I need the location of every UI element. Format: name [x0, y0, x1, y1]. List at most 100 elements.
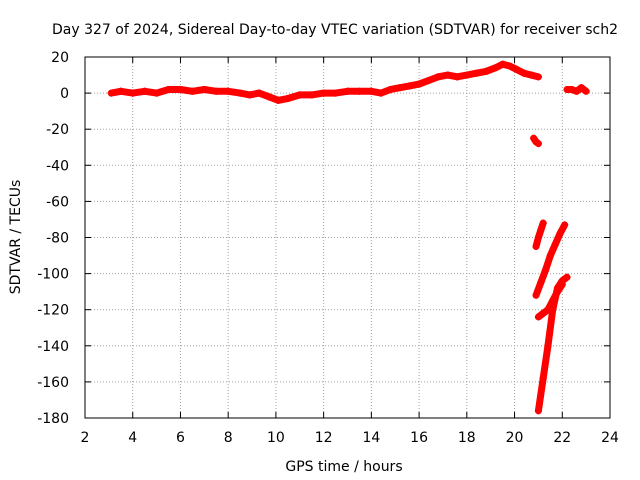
data-point: [320, 89, 328, 97]
data-point: [224, 87, 232, 95]
x-tick-label: 8: [224, 430, 233, 446]
data-point: [396, 84, 404, 92]
data-point: [236, 89, 244, 97]
x-tick-label: 4: [128, 430, 137, 446]
data-point: [530, 134, 538, 142]
data-point: [129, 89, 137, 97]
x-tick-label: 14: [362, 430, 380, 446]
data-point: [537, 226, 545, 234]
x-tick-label: 22: [553, 430, 571, 446]
data-point: [434, 73, 442, 81]
data-point: [539, 374, 547, 382]
data-point: [200, 85, 208, 93]
x-axis-label: GPS time / hours: [285, 459, 402, 475]
data-point: [188, 87, 196, 95]
data-point: [344, 87, 351, 95]
data-point: [568, 85, 576, 93]
data-point: [355, 87, 363, 95]
x-tick-label: 18: [458, 430, 476, 446]
series-3: [532, 221, 569, 299]
x-tick-label: 10: [267, 430, 285, 446]
data-point: [520, 69, 528, 77]
data-point: [506, 62, 514, 70]
axis-ticks: [84, 56, 611, 419]
data-point: [415, 80, 423, 88]
data-point: [255, 89, 263, 97]
data-point: [377, 89, 385, 97]
y-tick-label: 0: [60, 86, 69, 102]
data-point: [332, 89, 340, 97]
data-point: [558, 280, 566, 288]
data-point: [549, 297, 557, 305]
data-point: [153, 89, 161, 97]
data-point: [534, 140, 542, 148]
series-1: [530, 134, 542, 148]
data-point: [537, 279, 545, 287]
chart-title: Day 327 of 2024, Sidereal Day-to-day VTE…: [52, 22, 618, 38]
data-point: [534, 73, 542, 81]
data-point: [246, 91, 254, 99]
data-point: [513, 66, 521, 74]
y-tick-label: -20: [46, 122, 69, 138]
data-point: [534, 313, 542, 321]
data-point: [265, 93, 273, 101]
y-tick-label: -140: [37, 339, 69, 355]
data-point: [296, 91, 304, 99]
series-2: [532, 219, 547, 251]
x-tick-label: 2: [81, 430, 90, 446]
data-point: [532, 291, 540, 299]
data-point: [546, 252, 554, 260]
y-tick-label: -180: [37, 411, 69, 427]
data-point: [463, 71, 471, 79]
y-tick-label: 20: [51, 50, 69, 66]
data-point: [425, 76, 433, 84]
series-0: [107, 60, 542, 104]
data-point: [406, 82, 414, 90]
y-axis-label: SDTVAR / TECUs: [8, 180, 24, 295]
data-point: [453, 73, 461, 81]
data-point: [534, 234, 542, 241]
data-point: [308, 91, 316, 99]
data-point: [176, 85, 184, 93]
data-point: [563, 273, 571, 281]
data-point: [165, 85, 173, 93]
data-point: [573, 87, 581, 95]
data-points: [107, 60, 590, 415]
data-point: [107, 89, 115, 97]
series-5: [534, 280, 566, 321]
series-segment: [534, 374, 547, 415]
data-point: [532, 243, 540, 251]
data-point: [274, 96, 282, 104]
data-point: [367, 87, 375, 95]
data-point: [482, 67, 490, 75]
data-point: [444, 71, 452, 79]
y-tick-label: -160: [37, 375, 69, 391]
data-point: [499, 60, 507, 68]
x-axis-tick-labels: 2 4 6 8 10 12 14 16 18 20 22 24: [81, 430, 619, 446]
data-point: [539, 309, 547, 317]
data-point: [534, 407, 542, 415]
series-segment: [539, 342, 552, 382]
series-6: [563, 84, 590, 95]
data-point: [544, 306, 552, 314]
y-tick-label: -100: [37, 267, 69, 283]
data-point: [284, 95, 292, 103]
data-point: [551, 241, 559, 249]
data-point: [386, 85, 394, 93]
x-tick-label: 12: [315, 430, 333, 446]
x-tick-label: 6: [176, 430, 185, 446]
y-axis-tick-labels: 20 0 -20 -40 -60 -80 -100 -120 -140 -160 -180: [37, 50, 69, 427]
data-point: [556, 230, 564, 238]
y-tick-label: -40: [46, 158, 69, 174]
data-point: [554, 288, 561, 296]
x-tick-label: 16: [410, 430, 428, 446]
data-point: [542, 266, 550, 274]
data-point: [491, 64, 499, 72]
data-point: [577, 84, 585, 92]
data-point: [582, 87, 590, 95]
series-segment: [544, 306, 557, 350]
y-tick-label: -80: [46, 231, 69, 247]
data-point: [539, 219, 547, 227]
data-point: [212, 87, 220, 95]
